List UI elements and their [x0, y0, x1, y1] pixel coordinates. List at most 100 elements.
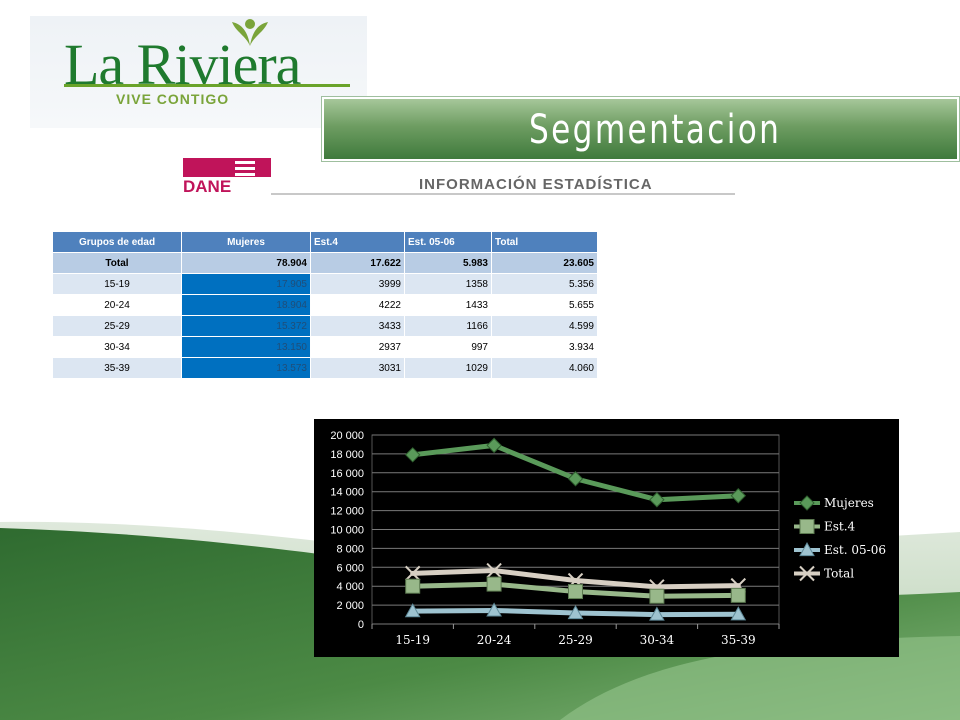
table-cell: 35-39: [52, 357, 182, 379]
table-cell: 4.060: [491, 357, 598, 379]
info-heading: INFORMACIÓN ESTADÍSTICA: [419, 176, 653, 193]
logo-underline: [64, 84, 350, 87]
table-cell: 4.599: [491, 315, 598, 337]
logo-name: La Riviera: [64, 32, 301, 97]
data-point: [404, 603, 421, 618]
table-cell: 1166: [404, 315, 492, 337]
table-cell: 1029: [404, 357, 492, 379]
data-point: [649, 588, 665, 604]
table-cell: 25-29: [52, 315, 182, 337]
table-cell: 17.905: [181, 273, 311, 295]
dane-label: DANE: [183, 177, 271, 196]
table-cell: 15.372: [181, 315, 311, 337]
data-point: [404, 565, 421, 582]
logo-tagline: VIVE CONTIGO: [116, 91, 230, 107]
y-tick-label: 6 000: [336, 562, 364, 574]
legend-marker: [799, 565, 815, 582]
y-tick-label: 12 000: [330, 506, 364, 518]
y-tick-label: 18 000: [330, 449, 364, 461]
legend-label: Est.4: [824, 520, 856, 534]
data-point: [486, 602, 502, 617]
x-tick-label: 35-39: [721, 633, 756, 647]
legend-label: Mujeres: [824, 496, 874, 510]
table-row: 15-19 17.905 3999 1358 5.356: [52, 273, 598, 295]
table-cell: 4222: [310, 294, 405, 316]
data-point: [649, 606, 665, 621]
data-point: [404, 447, 421, 463]
y-tick-label: 4 000: [336, 581, 364, 593]
data-point: [730, 587, 746, 603]
info-divider: [271, 193, 735, 195]
table-cell: 23.605: [491, 252, 598, 274]
y-tick-label: 14 000: [330, 487, 364, 499]
page-title: Segmentacion: [529, 107, 782, 153]
table-cell: 30-34: [52, 336, 182, 358]
table-header: Mujeres: [181, 231, 311, 253]
table-row: 20-24 18.904 4222 1433 5.655: [52, 294, 598, 316]
data-point: [486, 562, 502, 579]
table-header: Est.4: [310, 231, 405, 253]
table-header-row: Grupos de edad Mujeres Est.4 Est. 05-06 …: [52, 231, 598, 253]
table-header: Total: [491, 231, 598, 253]
table-cell: 3.934: [491, 336, 598, 358]
table-cell: 20-24: [52, 294, 182, 316]
dane-logo: DANE: [183, 158, 271, 196]
x-tick-label: 15-19: [395, 633, 430, 647]
legend-label: Est. 05-06: [824, 543, 886, 557]
line-chart-svg: 0 2 000 4 000 6 000 8 000 10 000 12 000 14 000 1…: [330, 430, 886, 647]
table-row-total: Total 78.904 17.622 5.983 23.605: [52, 252, 598, 274]
table-cell: Total: [52, 252, 182, 274]
table-cell: 5.655: [491, 294, 598, 316]
y-tick-label: 8 000: [336, 543, 364, 555]
y-tick-label: 10 000: [330, 525, 364, 537]
x-tick-label: 25-29: [558, 633, 593, 647]
data-point: [567, 604, 584, 620]
data-point: [567, 471, 584, 487]
y-tick-label: 20 000: [330, 430, 364, 442]
dane-logo-mark: [183, 158, 271, 178]
table-cell: 1433: [404, 294, 492, 316]
leaf-icon: [232, 19, 268, 46]
age-group-table: Grupos de edad Mujeres Est.4 Est. 05-06 …: [52, 231, 598, 379]
table-cell: 3031: [310, 357, 405, 379]
table-cell: 5.356: [491, 273, 598, 295]
data-point: [649, 492, 665, 508]
la-riviera-logo: La Riviera VIVE CONTIGO: [30, 16, 367, 128]
table-header: Grupos de edad: [52, 231, 182, 253]
table-cell: 78.904: [181, 252, 311, 274]
x-tick-label: 30-34: [640, 633, 675, 647]
table-cell: 17.622: [310, 252, 405, 274]
data-point: [405, 578, 421, 594]
table-row: 35-39 13.573 3031 1029 4.060: [52, 357, 598, 379]
table-cell: 3999: [310, 273, 405, 295]
table-cell: 18.904: [181, 294, 311, 316]
table-cell: 5.983: [404, 252, 492, 274]
dane-stripes-icon: [235, 161, 255, 176]
table-cell: 1358: [404, 273, 492, 295]
data-point: [486, 576, 502, 592]
data-point: [730, 606, 747, 621]
table-cell: 13.150: [181, 336, 311, 358]
table-row: 30-34 13.150 2937 997 3.934: [52, 336, 598, 358]
legend-marker: [799, 519, 815, 534]
table-cell: 13.573: [181, 357, 311, 379]
line-chart: 0 2 000 4 000 6 000 8 000 10 000 12 000 14 000 1…: [314, 419, 899, 657]
title-banner: Segmentacion: [322, 97, 959, 161]
data-point: [730, 488, 747, 504]
y-tick-label: 0: [358, 619, 364, 631]
y-tick-label: 2 000: [336, 600, 364, 612]
legend-marker: [799, 495, 815, 511]
table-cell: 2937: [310, 336, 405, 358]
data-point: [486, 437, 502, 454]
data-point: [568, 584, 583, 600]
table-row: 25-29 15.372 3433 1166 4.599: [52, 315, 598, 337]
x-tick-label: 20-24: [477, 633, 512, 647]
logo-background: [30, 16, 367, 128]
y-tick-label: 16 000: [330, 468, 364, 480]
legend-marker: [799, 541, 815, 557]
table-cell: 3433: [310, 315, 405, 337]
table-cell: 997: [404, 336, 492, 358]
table-cell: 15-19: [52, 273, 182, 295]
table-header: Est. 05-06: [404, 231, 492, 253]
legend-label: Total: [824, 567, 854, 581]
